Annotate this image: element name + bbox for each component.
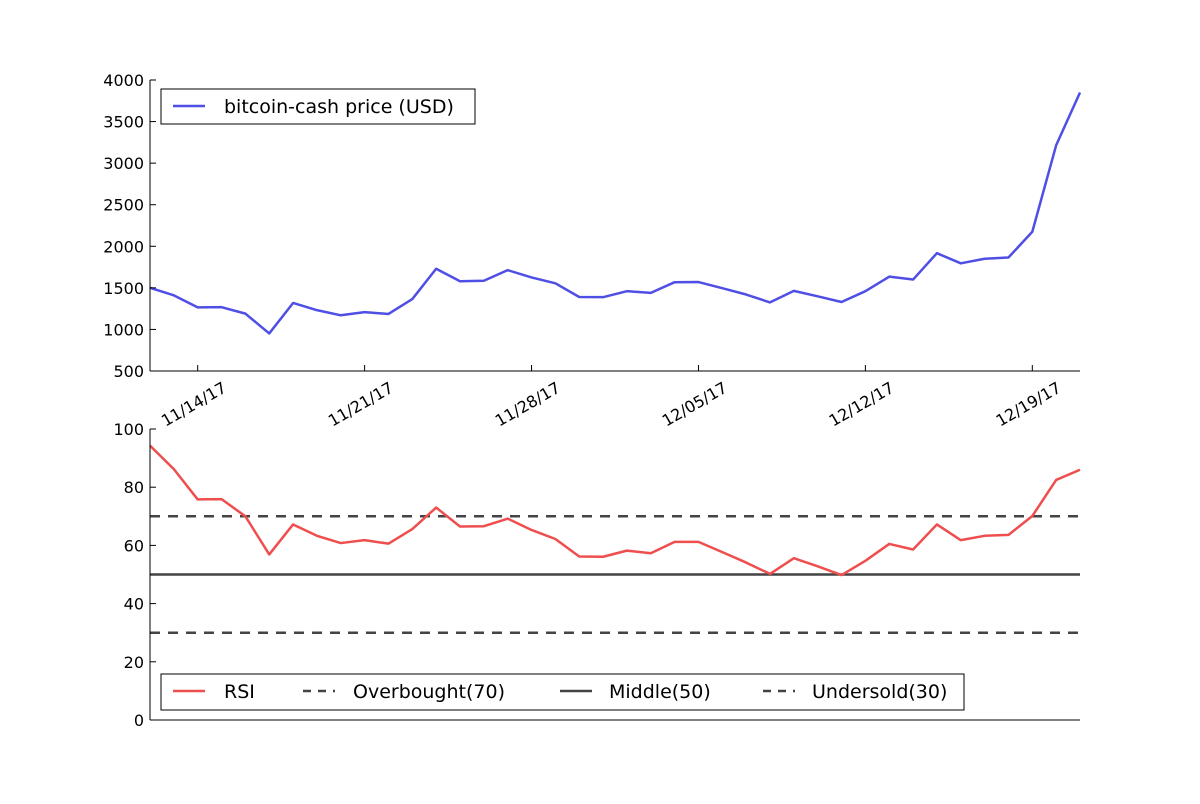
price-ytick-label: 1000 [103, 320, 144, 339]
rsi-legend-label: RSI [224, 681, 255, 703]
rsi-ytick-label: 80 [124, 478, 144, 497]
price-legend: bitcoin-cash price (USD) [161, 89, 475, 124]
overbought-legend-label: Overbought(70) [353, 681, 505, 703]
rsi-ytick-label: 20 [124, 653, 144, 672]
price-legend-label: bitcoin-cash price (USD) [224, 96, 454, 118]
rsi-ytick-label: 100 [113, 420, 144, 439]
middle-legend-label: Middle(50) [609, 681, 711, 703]
rsi-ytick-label: 0 [134, 711, 144, 730]
rsi-legend: RSI Overbought(70) Middle(50) Undersold(… [161, 674, 964, 710]
price-ytick-label: 3000 [103, 154, 144, 173]
price-ytick-label: 3500 [103, 113, 144, 132]
price-ytick-label: 4000 [103, 71, 144, 90]
price-ytick-label: 500 [113, 362, 144, 381]
rsi-ytick-label: 40 [124, 595, 144, 614]
rsi-ytick-label: 60 [124, 536, 144, 555]
undersold-legend-label: Undersold(30) [812, 681, 947, 703]
price-ytick-label: 1500 [103, 279, 144, 298]
price-ytick-label: 2000 [103, 237, 144, 256]
price-ytick-label: 2500 [103, 196, 144, 215]
